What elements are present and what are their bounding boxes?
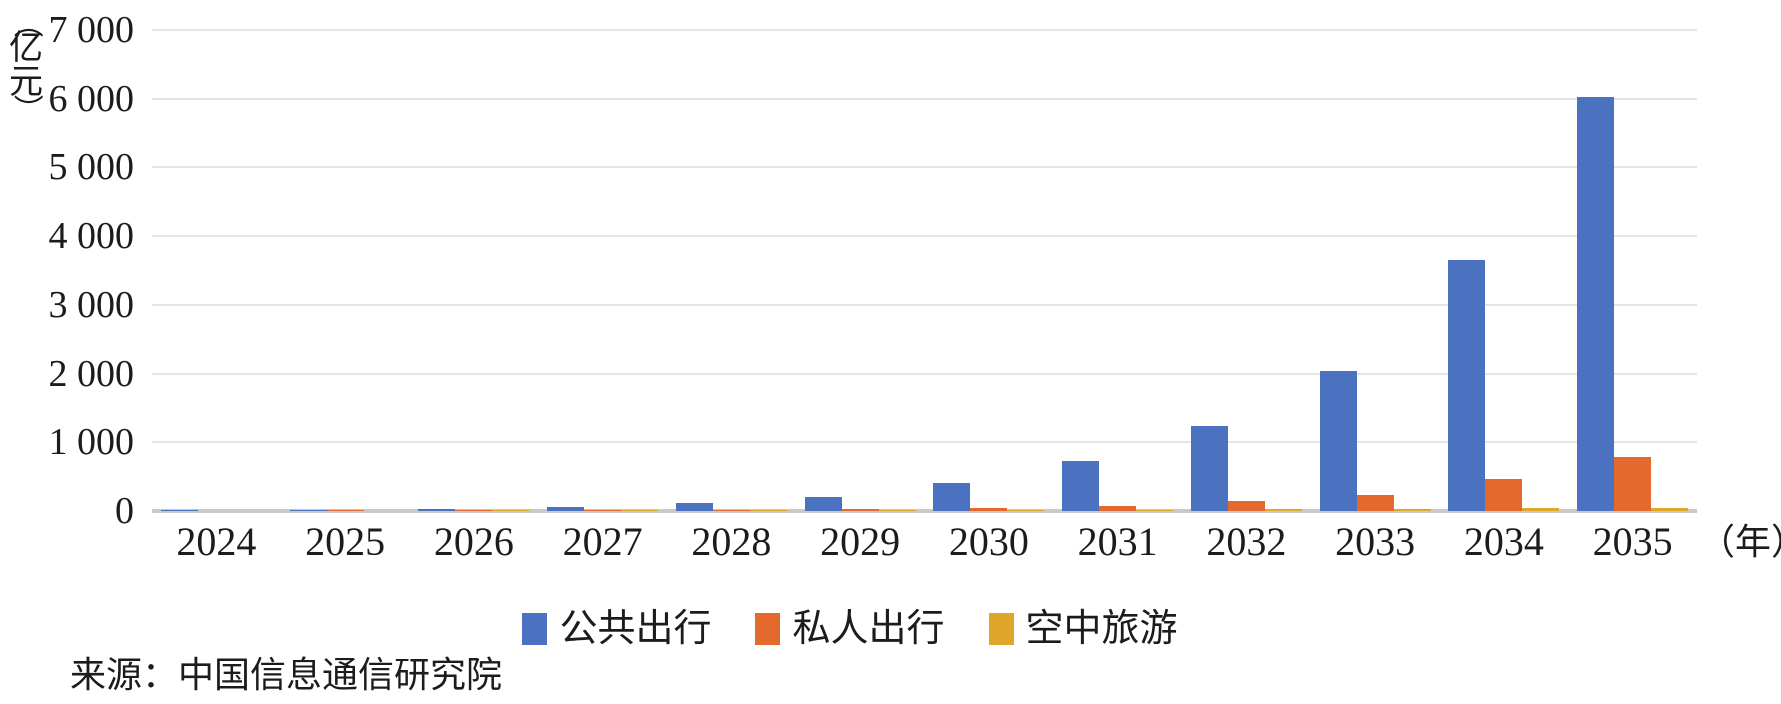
y-tick-label: 4 000 (48, 215, 135, 258)
gridline (152, 372, 1697, 375)
legend-swatch-icon (522, 613, 548, 645)
bar-空中旅游-2031 (1136, 509, 1174, 511)
gridline (152, 29, 1697, 31)
y-unit-char: 亿 (9, 30, 43, 67)
bar-私人出行-2028 (712, 509, 750, 511)
bar-空中旅游-2033 (1393, 508, 1431, 511)
bar-私人出行-2026 (455, 510, 493, 511)
bar-公共出行-2031 (1062, 460, 1100, 511)
bar-空中旅游-2029 (878, 510, 916, 511)
source-note: 来源：中国信息通信研究院 (70, 655, 503, 695)
y-unit-char: 元 (9, 64, 43, 101)
bar-私人出行-2030 (970, 507, 1008, 511)
bar-公共出行-2025 (289, 510, 327, 511)
bar-空中旅游-2030 (1007, 509, 1045, 511)
x-tick-label: 2026 (433, 519, 514, 564)
bar-空中旅游-2032 (1264, 508, 1302, 511)
bar-公共出行-2034 (1448, 260, 1486, 511)
legend-swatch-icon (988, 613, 1014, 645)
y-axis-unit-label: （亿元） (4, 8, 48, 124)
bar-空中旅游-2035 (1651, 507, 1689, 511)
y-tick-label: 2 000 (48, 352, 135, 395)
x-tick-label: 2035 (1592, 519, 1673, 564)
legend-label: 私人出行 (792, 608, 945, 650)
bar-私人出行-2031 (1099, 505, 1137, 511)
x-tick-label: 2028 (691, 519, 772, 564)
y-axis: 0 1 000 2 000 3 000 4 000 5 000 6 000 7 000 (0, 11, 135, 530)
x-tick-label: 2034 (1463, 519, 1544, 564)
y-tick-label: 1 000 (48, 421, 135, 464)
y-tick-label: 0 (115, 490, 134, 532)
bar-空中旅游-2034 (1522, 508, 1560, 511)
bar-公共出行-2024 (160, 510, 198, 511)
x-axis: 2024 2025 2026 2027 2028 2029 2030 2031 2032 2033… (152, 522, 1697, 570)
y-tick-label: 3 000 (48, 283, 135, 326)
x-axis-line (152, 509, 1697, 513)
legend-item: 公共出行 (522, 610, 711, 648)
bar-私人出行-2025 (326, 510, 364, 511)
x-tick-label: 2030 (948, 519, 1029, 564)
y-tick-label: 7 000 (48, 9, 135, 51)
bar-公共出行-2026 (418, 509, 456, 511)
x-tick-label: 2033 (1335, 519, 1416, 564)
legend-label: 公共出行 (559, 608, 712, 650)
gridline (152, 441, 1697, 444)
legend-swatch-icon (755, 613, 781, 645)
bar-私人出行-2032 (1227, 501, 1265, 511)
bar-公共出行-2035 (1577, 97, 1615, 511)
x-tick-label: 2032 (1206, 519, 1287, 564)
legend-item: 私人出行 (755, 608, 945, 650)
bar-空中旅游-2027 (621, 510, 659, 511)
gridline (152, 303, 1697, 306)
bar-公共出行-2028 (675, 502, 713, 511)
bar-私人出行-2035 (1614, 457, 1652, 511)
bar-私人出行-2033 (1356, 494, 1394, 511)
x-axis-unit-label: （年） (1699, 522, 1781, 562)
x-tick-label: 2029 (820, 519, 901, 564)
bar-空中旅游-2028 (749, 510, 787, 511)
bar-公共出行-2029 (804, 496, 842, 511)
plot-area (152, 29, 1697, 513)
legend-item: 空中旅游 (988, 608, 1178, 650)
bar-公共出行-2030 (933, 482, 971, 511)
legend-label: 空中旅游 (1025, 608, 1178, 650)
gridline (152, 166, 1697, 169)
bar-私人出行-2034 (1485, 479, 1523, 511)
bar-私人出行-2027 (584, 510, 622, 511)
bar-私人出行-2029 (841, 509, 879, 511)
gridline (152, 235, 1697, 238)
gridline (152, 97, 1697, 100)
bar-空中旅游-2026 (492, 510, 530, 511)
x-tick-label: 2024 (176, 519, 257, 564)
x-tick-label: 2031 (1077, 519, 1158, 564)
y-tick-label: 5 000 (48, 146, 135, 189)
bar-公共出行-2032 (1190, 425, 1228, 511)
legend: 公共出行 私人出行 空中旅游 (0, 610, 1700, 648)
x-tick-label: 2025 (305, 519, 386, 564)
bar-公共出行-2033 (1319, 370, 1357, 511)
bar-公共出行-2027 (547, 507, 585, 511)
x-tick-label: 2027 (562, 519, 643, 564)
y-tick-label: 6 000 (48, 77, 135, 120)
